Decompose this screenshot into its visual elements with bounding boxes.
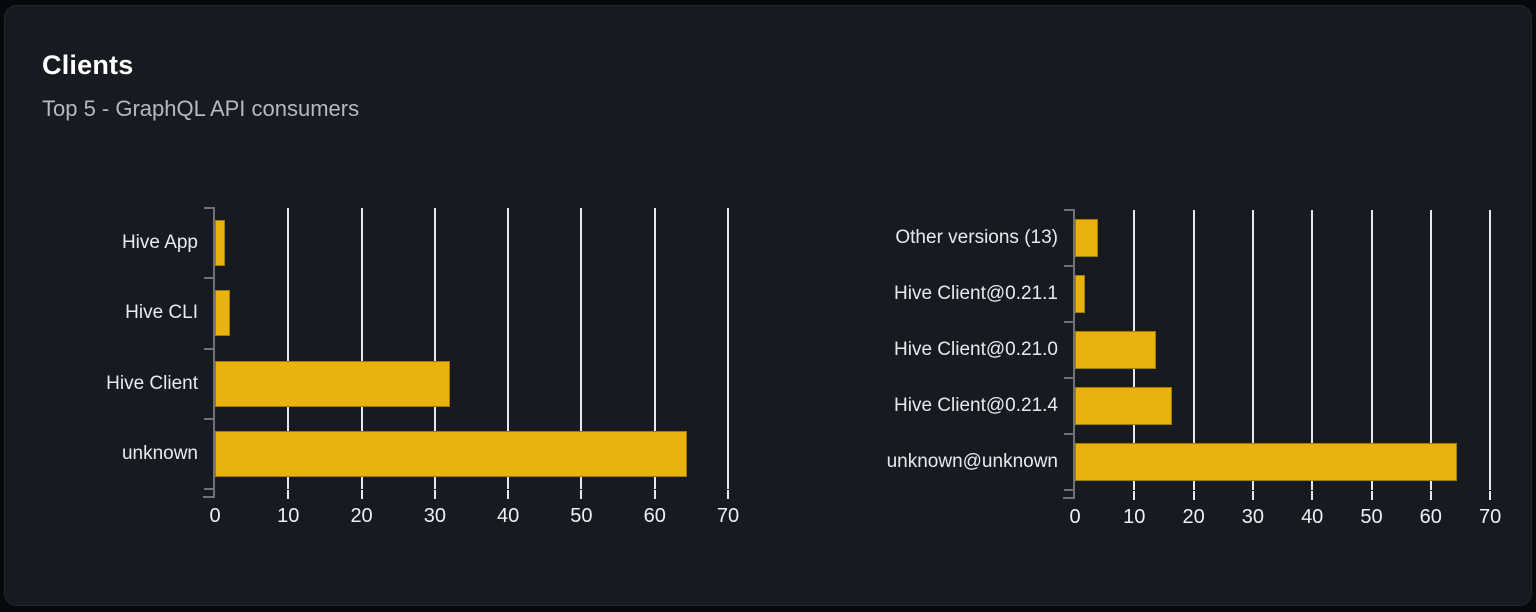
x-tick-label: 0: [1069, 506, 1081, 528]
x-tick: [287, 490, 290, 499]
bar[interactable]: [1075, 443, 1457, 481]
y-axis-tick: [204, 277, 213, 280]
y-axis-tick: [1064, 433, 1073, 435]
x-tick-label: 70: [1478, 506, 1502, 528]
bar[interactable]: [215, 220, 225, 267]
x-tick-label: 0: [209, 505, 221, 527]
x-tick: [507, 490, 510, 499]
x-tick: [1489, 491, 1492, 500]
category-label: Hive Client@0.21.1: [894, 283, 1058, 304]
y-axis-tick: [204, 488, 213, 490]
x-tick: [360, 490, 363, 499]
category-label: Other versions (13): [895, 227, 1058, 248]
x-tick: [1311, 491, 1314, 500]
y-axis-tick: [204, 207, 213, 209]
x-tick-label: 20: [1182, 506, 1205, 528]
category-label: Hive Client@0.21.0: [894, 339, 1058, 360]
y-axis-tick: [1064, 321, 1073, 323]
y-axis-tick: [204, 347, 213, 350]
x-tick: [580, 490, 583, 499]
gridline: [1192, 210, 1195, 490]
gridline: [1251, 210, 1254, 490]
x-tick-label: 40: [497, 505, 520, 527]
panel-subtitle: Top 5 - GraphQL API consumers: [42, 96, 360, 121]
category-label: Hive App: [121, 232, 198, 254]
bar[interactable]: [1075, 275, 1086, 313]
x-tick: [727, 490, 729, 499]
gridline: [433, 208, 436, 489]
x-tick: [1133, 491, 1136, 500]
x-tick: [653, 490, 656, 499]
gridline: [1429, 210, 1432, 490]
bar[interactable]: [215, 360, 451, 407]
x-tick-label: 60: [1419, 506, 1442, 528]
bar[interactable]: [215, 290, 230, 337]
bar[interactable]: [1075, 331, 1157, 369]
x-tick-label: 30: [423, 505, 446, 527]
y-axis-line: [1073, 209, 1075, 499]
y-axis-tick: [1064, 265, 1073, 267]
x-tick: [433, 490, 436, 499]
gridline: [1489, 210, 1492, 490]
x-tick-label: 40: [1301, 506, 1324, 528]
y-axis-line: [213, 207, 215, 498]
gridline: [727, 208, 729, 489]
bar[interactable]: [1075, 387, 1172, 425]
gridline: [1370, 210, 1373, 490]
gridline: [1311, 210, 1314, 490]
x-tick: [1251, 491, 1254, 500]
panel-card: [4, 5, 1532, 606]
x-tick-label: 70: [716, 505, 740, 527]
y-axis-tick: [204, 417, 213, 420]
x-tick-label: 50: [1360, 506, 1383, 528]
category-label: Hive Client@0.21.4: [894, 395, 1058, 416]
x-tick: [1370, 491, 1373, 500]
y-axis-tick: [1064, 489, 1073, 491]
gridline: [653, 208, 656, 489]
y-axis-tick: [1064, 377, 1073, 379]
y-axis-tick: [1064, 209, 1073, 211]
x-axis-corner: [203, 496, 213, 498]
x-tick-label: 10: [1123, 506, 1146, 528]
x-axis-corner: [1063, 497, 1073, 499]
x-tick-label: 50: [570, 505, 593, 527]
category-label: Hive Client: [106, 372, 198, 394]
bar[interactable]: [1075, 219, 1098, 257]
panel-title: Clients: [42, 50, 134, 80]
category-label: unknown@unknown: [886, 451, 1058, 472]
x-tick-label: 20: [350, 505, 373, 527]
x-tick: [1429, 491, 1432, 500]
gridline: [507, 208, 510, 489]
x-tick: [1192, 491, 1195, 500]
category-label: Hive CLI: [125, 302, 198, 324]
gridline: [580, 208, 583, 489]
x-tick-label: 60: [643, 505, 666, 527]
category-label: unknown: [121, 442, 198, 464]
x-tick-label: 30: [1241, 506, 1265, 528]
gridline: [287, 208, 290, 489]
x-tick-label: 10: [277, 505, 300, 527]
bar[interactable]: [215, 430, 687, 477]
gridline: [360, 208, 363, 489]
